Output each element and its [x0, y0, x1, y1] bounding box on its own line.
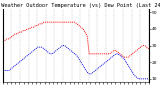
Title: Milwaukee Weather Outdoor Temperature (vs) Dew Point (Last 24 Hours): Milwaukee Weather Outdoor Temperature (v… — [0, 3, 160, 8]
